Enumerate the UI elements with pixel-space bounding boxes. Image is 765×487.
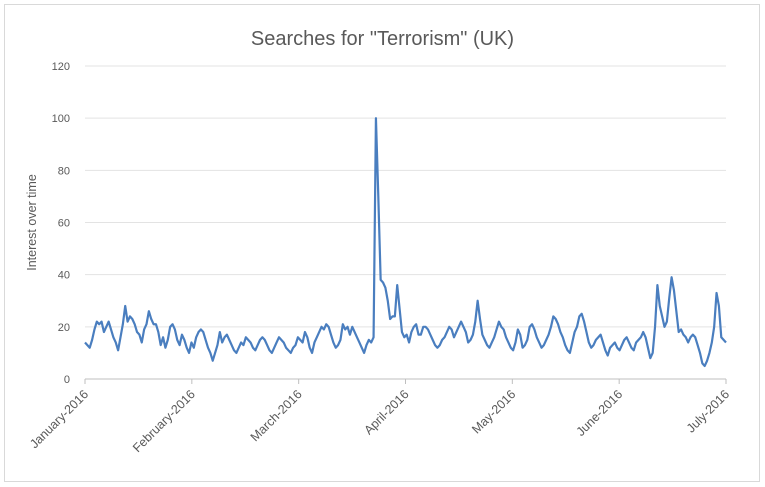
- x-tick-label: April-2016: [361, 387, 411, 437]
- y-tick-label: 120: [52, 61, 70, 73]
- x-tick-label: July-2016: [684, 387, 732, 435]
- series-lines: [84, 117, 727, 368]
- y-tick-label: 40: [58, 270, 70, 282]
- x-axis-ticks: January-2016 February-2016 March-2016 April…: [27, 379, 732, 455]
- series-line: [84, 117, 727, 368]
- chart-title: Searches for "Terrorism" (UK): [250, 28, 515, 50]
- y-axis-ticks: 0 20 40 60 80 100 120: [52, 61, 70, 386]
- x-tick-label: June-2016: [574, 387, 626, 439]
- chart-frame: [4, 4, 760, 482]
- y-tick-label: 20: [58, 322, 70, 334]
- y-tick-label: 0: [64, 374, 70, 386]
- x-tick-label: March-2016: [248, 387, 305, 444]
- x-tick-label: February-2016: [130, 387, 198, 455]
- y-tick-label: 100: [52, 113, 70, 125]
- x-tick-label: May-2016: [469, 387, 518, 436]
- y-axis-label: Interest over time: [25, 174, 39, 271]
- gridlines: [85, 65, 726, 380]
- x-tick-label: January-2016: [27, 387, 91, 451]
- y-tick-label: 60: [58, 218, 70, 230]
- y-tick-label: 80: [58, 165, 70, 177]
